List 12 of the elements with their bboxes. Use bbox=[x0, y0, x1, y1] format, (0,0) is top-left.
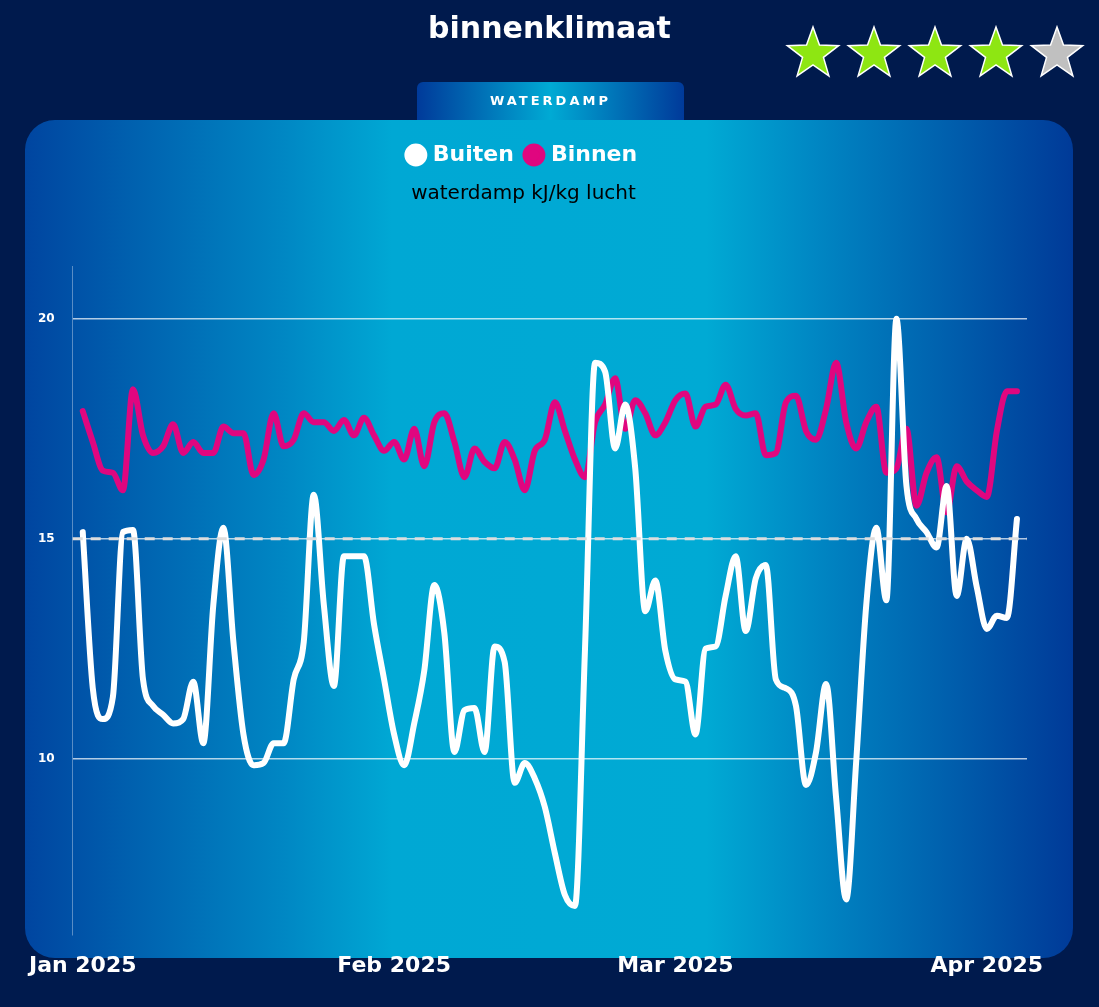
chart-subtitle: WATERDAMP bbox=[417, 82, 684, 120]
y-axis-title: waterdamp kJ/kg lucht bbox=[411, 180, 637, 205]
chart-title: binnenklimaat bbox=[427, 10, 672, 45]
x-tick-label: Apr 2025 bbox=[930, 951, 1044, 977]
legend-label: Buiten bbox=[432, 140, 514, 166]
x-tick-label: Feb 2025 bbox=[337, 951, 451, 977]
y-tick-label: 15 bbox=[38, 530, 55, 545]
y-tick-label: 20 bbox=[38, 310, 55, 325]
x-tick-label: Jan 2025 bbox=[26, 951, 137, 977]
legend-label: Binnen bbox=[550, 140, 638, 166]
y-tick-label: 10 bbox=[38, 750, 55, 765]
x-tick-label: Mar 2025 bbox=[617, 951, 734, 977]
